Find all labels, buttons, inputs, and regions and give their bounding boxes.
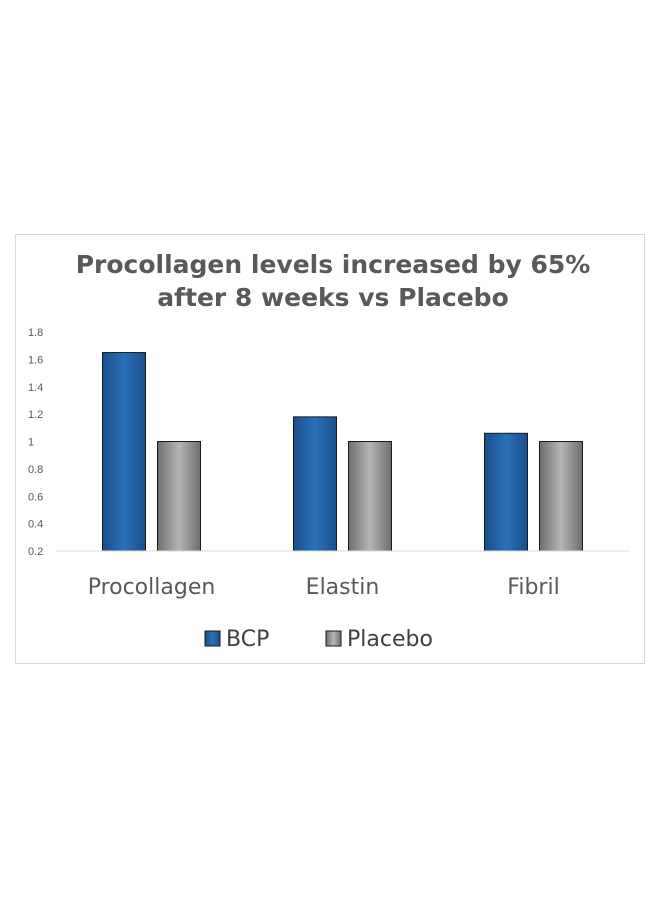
- x-axis-ticks: Procollagen Elastin Fibril: [88, 575, 560, 600]
- bar-bcp-elastin: [293, 416, 337, 552]
- bar-chart: Procollagen levels increased by 65% afte…: [28, 250, 629, 652]
- bar-placebo-elastin: [348, 441, 392, 552]
- bars: [102, 352, 583, 552]
- x-tick-label: Elastin: [306, 575, 380, 600]
- x-tick-label: Procollagen: [88, 575, 216, 600]
- x-tick-label: Fibril: [507, 575, 559, 600]
- legend-label-placebo: Placebo: [347, 627, 433, 652]
- legend: BCP Placebo: [204, 627, 433, 652]
- y-tick-label: 1.4: [28, 382, 43, 394]
- chart-title-line-2: after 8 weeks vs Placebo: [157, 283, 509, 312]
- chart-title: Procollagen levels increased by 65% afte…: [76, 250, 591, 312]
- y-tick-label: 0.2: [28, 546, 43, 558]
- y-tick-label: 1.8: [28, 327, 43, 339]
- legend-label-bcp: BCP: [226, 627, 269, 652]
- bar-placebo-fibril: [539, 441, 583, 552]
- legend-swatch-placebo: [325, 630, 342, 647]
- y-tick-label: 0.4: [28, 519, 43, 531]
- y-tick-label: 1.2: [28, 409, 43, 421]
- legend-swatch-bcp: [204, 630, 221, 647]
- y-tick-label: 1: [28, 437, 34, 449]
- bar-bcp-procollagen: [102, 352, 146, 552]
- bar-bcp-fibril: [484, 432, 528, 552]
- y-tick-label: 0.6: [28, 491, 43, 503]
- chart-title-line-1: Procollagen levels increased by 65%: [76, 250, 591, 279]
- y-axis-ticks: 0.2 0.4 0.6 0.8 1 1.2 1.4 1.6 1.8: [28, 327, 43, 558]
- y-tick-label: 1.6: [28, 354, 43, 366]
- bar-placebo-procollagen: [157, 441, 201, 552]
- chart-frame: Procollagen levels increased by 65% afte…: [15, 234, 645, 664]
- y-tick-label: 0.8: [28, 464, 43, 476]
